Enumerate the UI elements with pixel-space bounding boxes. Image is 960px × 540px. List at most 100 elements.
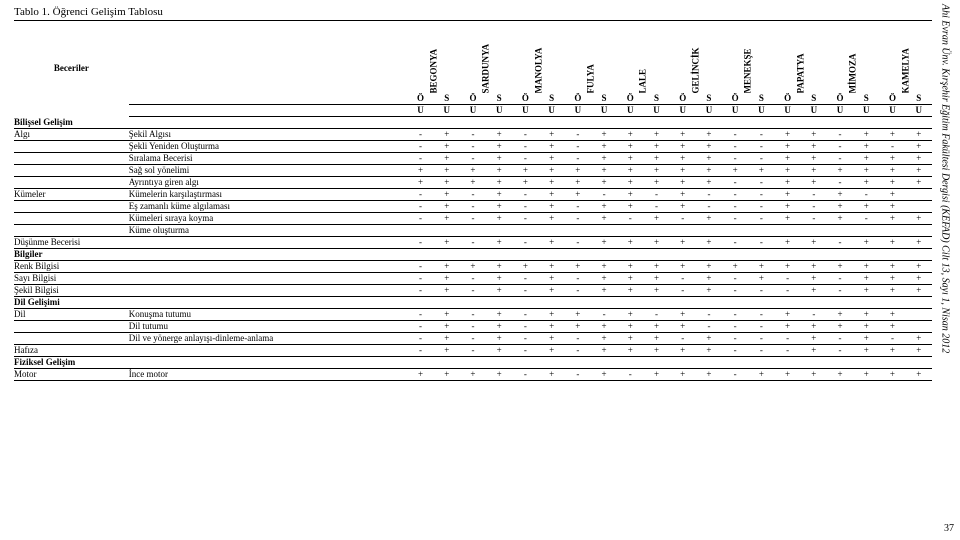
value-cell: + [617,141,643,153]
value-cell: + [643,165,669,177]
value-cell: + [853,177,879,189]
value-cell: - [407,345,433,357]
value-cell: + [853,369,879,381]
value-cell: - [748,285,774,297]
value-cell: - [827,333,853,345]
value-cell: + [827,369,853,381]
value-cell: + [801,177,827,189]
value-cell [696,225,722,237]
value-cell: - [565,153,591,165]
table-row: DilKonuşma tutumu-+-+-++-+-+---+-+++ [14,309,932,321]
table-row: Kümeleri sıraya koyma-+-+-+-+-+-+--+-+-+… [14,213,932,225]
value-cell: + [539,129,565,141]
value-cell: + [617,177,643,189]
value-cell: - [748,129,774,141]
value-cell: + [801,141,827,153]
value-cell: + [696,177,722,189]
sub-header: S [696,93,722,105]
value-cell: - [643,189,669,201]
table-row: Eş zamanlı küme algılaması-+-+-+-++-+---… [14,201,932,213]
value-cell: + [801,261,827,273]
value-cell: + [539,177,565,189]
value-cell: - [617,369,643,381]
row-category [14,213,129,225]
value-cell: - [617,213,643,225]
value-cell: + [407,165,433,177]
value-cell: + [906,237,932,249]
value-cell: + [565,165,591,177]
value-cell: + [617,345,643,357]
value-cell: - [827,237,853,249]
value-cell: + [774,261,800,273]
value-cell: - [460,141,486,153]
value-cell: + [643,369,669,381]
value-cell: - [460,153,486,165]
value-cell: - [722,309,748,321]
value-cell: + [565,261,591,273]
value-cell: + [591,345,617,357]
value-cell: + [643,345,669,357]
value-cell: + [853,285,879,297]
value-cell: - [460,237,486,249]
value-cell: + [879,213,905,225]
value-cell: - [696,309,722,321]
value-cell: - [801,309,827,321]
value-cell [617,225,643,237]
data-table: BecerilerBEGONYASARDUNYAMANOLYAFULYALALE… [14,23,932,381]
value-cell: + [539,201,565,213]
value-cell: + [591,333,617,345]
value-cell [670,225,696,237]
value-cell: + [774,309,800,321]
sub-header2: U [460,105,486,117]
value-cell: + [539,345,565,357]
value-cell: + [670,189,696,201]
value-cell: + [617,153,643,165]
value-cell: - [748,177,774,189]
value-cell: + [879,189,905,201]
value-cell: + [643,237,669,249]
sub-header: Ö [827,93,853,105]
row-category: Algı [14,129,129,141]
table-row: Ayrıntıya giren algı++++++++++++--++-+++ [14,177,932,189]
row-category [14,153,129,165]
value-cell: + [486,201,512,213]
value-cell: + [591,321,617,333]
value-cell: + [696,261,722,273]
row-label [129,273,408,285]
row-category: Dil [14,309,129,321]
value-cell: + [591,285,617,297]
value-cell: + [617,309,643,321]
value-cell: - [670,333,696,345]
value-cell: + [906,165,932,177]
value-cell: + [670,309,696,321]
value-cell: - [512,309,538,321]
value-cell: + [617,321,643,333]
value-cell: - [722,321,748,333]
value-cell: + [748,165,774,177]
value-cell: - [670,285,696,297]
value-cell: + [434,333,460,345]
flower-header: MENEKŞE [743,82,754,94]
value-cell: - [801,213,827,225]
value-cell: - [748,309,774,321]
value-cell: + [774,165,800,177]
value-cell: + [906,261,932,273]
value-cell: + [617,285,643,297]
value-cell: + [748,369,774,381]
value-cell: - [748,213,774,225]
value-cell: - [460,273,486,285]
value-cell: - [512,237,538,249]
value-cell: - [643,201,669,213]
value-cell: - [748,153,774,165]
value-cell: - [565,345,591,357]
value-cell: - [801,201,827,213]
value-cell: - [827,177,853,189]
value-cell: + [565,189,591,201]
value-cell [591,225,617,237]
value-cell: + [670,165,696,177]
value-cell: - [827,129,853,141]
sub-header: Ö [774,93,800,105]
value-cell: + [460,177,486,189]
value-cell: + [486,177,512,189]
value-cell: - [407,213,433,225]
